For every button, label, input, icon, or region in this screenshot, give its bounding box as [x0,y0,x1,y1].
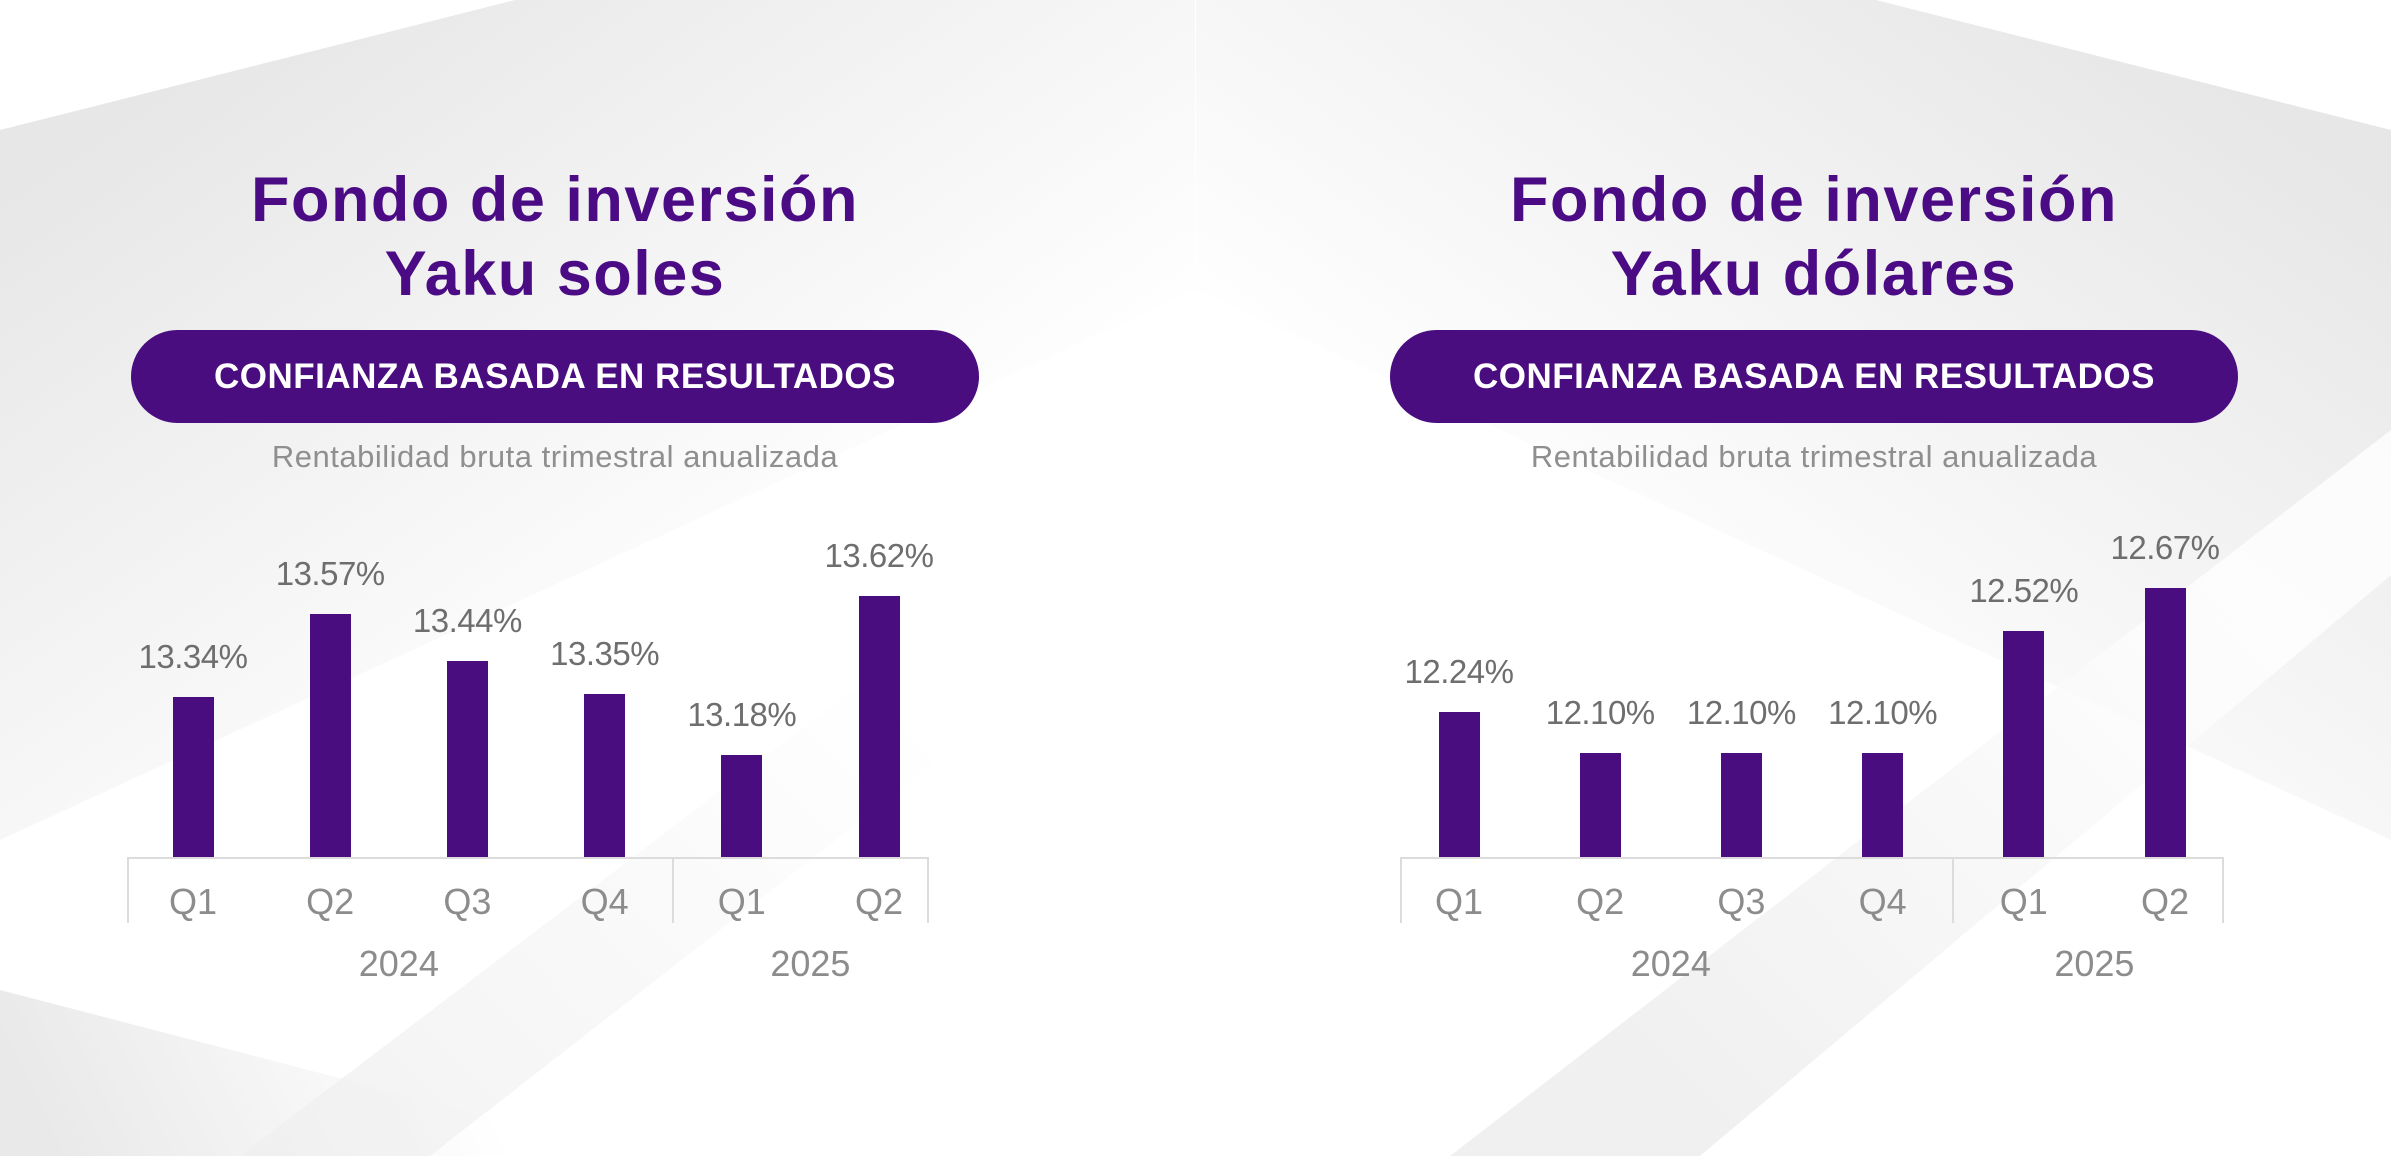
swoosh-mid-left [240,430,1195,1156]
swoosh-top-left [0,0,1195,840]
